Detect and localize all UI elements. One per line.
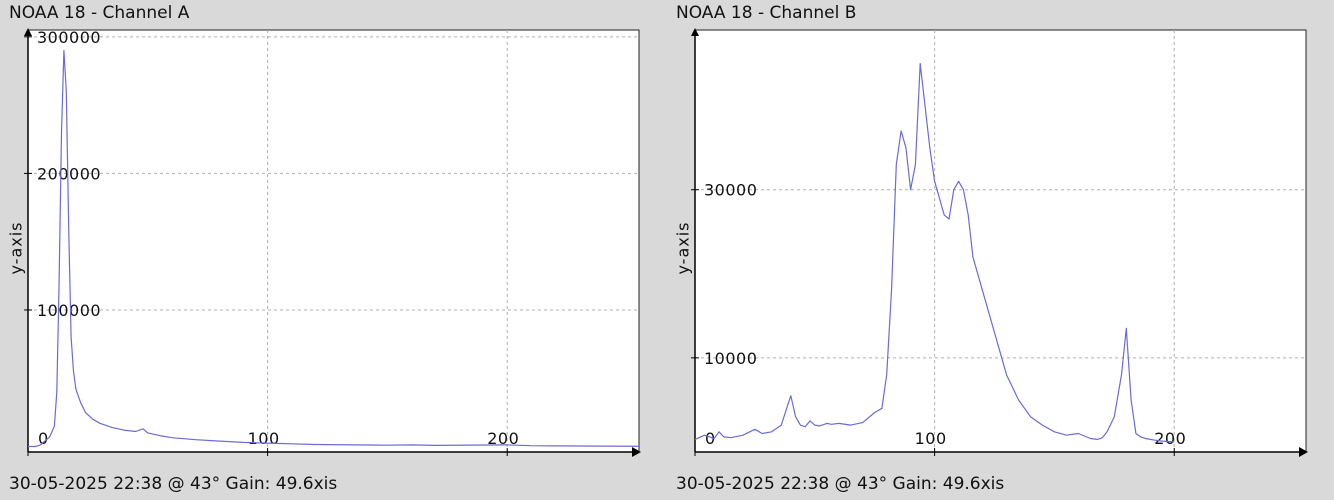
y-tick-label: 30000 [704,181,757,200]
y-axis-arrow [691,28,699,36]
plot-area: 0 100 200 100000 200000 300000 [24,28,641,457]
x-axis-arrow [632,447,641,457]
chart-panel-channel-a: NOAA 18 - Channel A 0 100 200 100000 200000 3… [6,3,641,494]
chart-title: NOAA 18 - Channel B [676,3,857,23]
plot-area: 0 100 200 10000 30000 [691,28,1308,457]
series-line [28,49,640,448]
y-axis-label: y-axis [6,221,26,275]
y-tick-label: 100000 [37,301,101,320]
y-tick-label: 300000 [37,28,101,47]
x-tick-label: 200 [1154,429,1186,448]
x-tick-label: 200 [487,429,519,448]
chart-title: NOAA 18 - Channel A [9,3,190,23]
capture-info-caption: 30-05-2025 22:38 @ 43° Gain: 49.6xis [676,474,1005,494]
x-tick-label: 100 [915,429,947,448]
series-line [694,62,1175,443]
x-tick-label: 0 [705,429,716,448]
x-tick-label: 0 [38,429,49,448]
y-tick-label: 10000 [704,349,757,368]
y-axis-label: y-axis [673,221,693,275]
capture-info-caption: 30-05-2025 22:38 @ 43° Gain: 49.6xis [9,474,338,494]
y-axis-arrow [24,28,32,36]
chart-panel-channel-b: NOAA 18 - Channel B 0 100 200 10000 30000 y-… [667,0,1334,500]
x-axis-arrow [1299,447,1308,457]
x-tick-label: 100 [248,429,280,448]
plot-background [694,29,1307,453]
y-tick-label: 200000 [37,164,101,183]
plot-background [27,29,640,453]
